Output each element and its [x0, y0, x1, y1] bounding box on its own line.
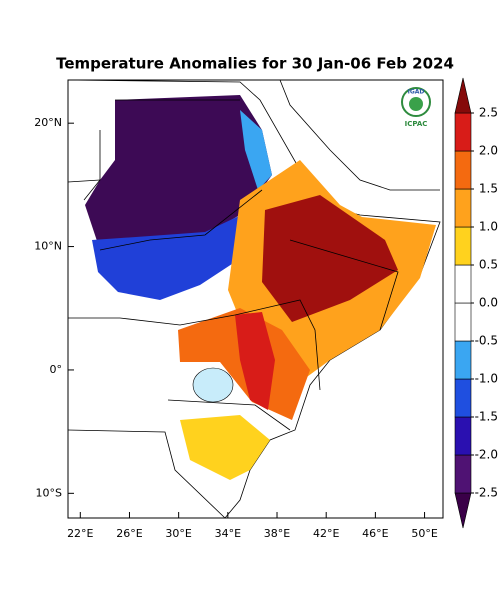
- colorbar-swatch: [454, 302, 472, 342]
- region-cool: [92, 205, 262, 300]
- x-tick-label: 34°E: [215, 527, 241, 540]
- colorbar-label: -2.0: [475, 448, 498, 462]
- x-tick-label: 22°E: [67, 527, 93, 540]
- border: [67, 179, 101, 183]
- x-tick-label: 26°E: [116, 527, 142, 540]
- colorbar-label: 1.0: [479, 220, 498, 234]
- y-tick-label: 10°N: [34, 240, 62, 253]
- colorbar-swatch: [454, 454, 472, 494]
- map-title: Temperature Anomalies for 30 Jan-06 Feb …: [56, 55, 454, 73]
- colorbar: 2.5 2.0 1.5 1.0 0.5 0.0 -0.5 -1.0 -1.5 -2.0 -2.5: [454, 77, 498, 529]
- axes: 22°E 26°E 30°E 34°E 38°E 42°E 46°E 50°E 20°N 10°N…: [34, 116, 438, 540]
- colorbar-swatch: [454, 150, 472, 190]
- border: [234, 299, 321, 391]
- logo-name: IGAD: [408, 89, 425, 96]
- map-frame: [67, 79, 444, 519]
- y-tick-label: 20°N: [34, 116, 62, 129]
- map-area: IGAD ICPAC: [67, 79, 444, 519]
- x-tick-label: 42°E: [313, 527, 339, 540]
- x-tick-label: 46°E: [362, 527, 388, 540]
- border: [67, 429, 226, 519]
- region-cool-edge: [240, 110, 272, 190]
- colorbar-label: 1.5: [479, 182, 498, 196]
- colorbar-swatch: [454, 112, 472, 152]
- lake-victoria: [192, 367, 234, 403]
- colorbar-swatch: [454, 188, 472, 228]
- colorbar-label: 2.5: [479, 106, 498, 120]
- logo-caption: ICPAC: [405, 120, 428, 128]
- logo-globe: [409, 97, 423, 111]
- x-tick-label: 30°E: [165, 527, 191, 540]
- colorbar-label: -1.0: [475, 372, 498, 386]
- border: [289, 239, 399, 331]
- x-tick-label: 38°E: [264, 527, 290, 540]
- border: [99, 189, 263, 251]
- border: [68, 314, 236, 326]
- colorbar-label: 0.5: [479, 258, 498, 272]
- colorbar-swatch: [454, 264, 472, 304]
- y-tick-label: 0°: [50, 363, 63, 376]
- region-mild: [180, 415, 270, 480]
- region-cold: [85, 95, 272, 250]
- colorbar-swatch: [454, 378, 472, 418]
- colorbar-label: 0.0: [479, 296, 498, 310]
- region-hot-rift: [235, 312, 275, 410]
- colorbar-end: [454, 492, 472, 529]
- x-tick-label: 50°E: [411, 527, 437, 540]
- coast-arabia: [279, 79, 440, 191]
- colorbar-end: [454, 77, 472, 114]
- colorbar-label: -1.5: [475, 410, 498, 424]
- colorbar-swatch: [454, 416, 472, 456]
- colorbar-swatch: [454, 340, 472, 380]
- colorbar-label: -0.5: [475, 334, 498, 348]
- colorbar-label: 2.0: [479, 144, 498, 158]
- border: [167, 399, 291, 431]
- region-hot: [262, 195, 398, 322]
- y-tick-label: 10°S: [36, 486, 62, 499]
- colorbar-label: -2.5: [475, 486, 498, 500]
- colorbar-swatch: [454, 226, 472, 266]
